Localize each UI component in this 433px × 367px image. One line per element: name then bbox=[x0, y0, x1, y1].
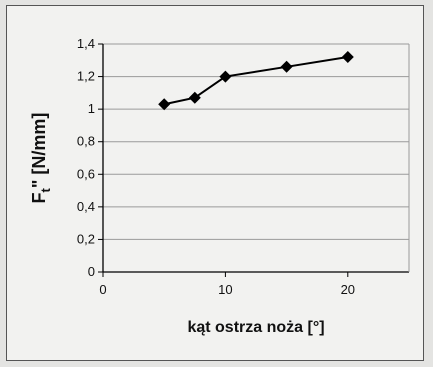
x-tick-label: 0 bbox=[99, 282, 106, 297]
y-tick-label: 1 bbox=[88, 101, 95, 116]
line-chart: 0 0,2 0,4 0,6 0,8 1 1,2 1,4 0 10 20 Ft" [N/mm] kąt… bbox=[29, 36, 410, 336]
y-axis-title-subscript: t bbox=[38, 187, 53, 192]
data-point-marker bbox=[188, 91, 201, 104]
y-tick-label: 1,2 bbox=[77, 69, 95, 84]
x-tick-label: 10 bbox=[218, 282, 232, 297]
y-tick-label: 0,4 bbox=[77, 199, 95, 214]
data-point-marker bbox=[280, 60, 293, 73]
series-plot bbox=[158, 51, 354, 111]
axes bbox=[98, 43, 410, 277]
chart-frame: 0 0,2 0,4 0,6 0,8 1 1,2 1,4 0 10 20 Ft" [N/mm] kąt… bbox=[6, 5, 424, 361]
y-tick-label: 0,6 bbox=[77, 166, 95, 181]
gridlines bbox=[103, 43, 409, 240]
y-tick-label: 0 bbox=[88, 264, 95, 279]
y-axis-title-main: F bbox=[29, 192, 49, 203]
data-point-marker bbox=[219, 70, 232, 83]
data-point-marker bbox=[158, 98, 171, 111]
tick-labels: 0 0,2 0,4 0,6 0,8 1 1,2 1,4 0 10 20 bbox=[77, 36, 355, 297]
y-tick-label: 0,2 bbox=[77, 231, 95, 246]
y-tick-label: 1,4 bbox=[77, 36, 95, 51]
y-axis-title-rest: " [N/mm] bbox=[29, 113, 49, 189]
x-axis-title: kąt ostrza noża [°] bbox=[187, 319, 324, 336]
y-tick-label: 0,8 bbox=[77, 134, 95, 149]
y-axis-title: Ft" [N/mm] bbox=[29, 113, 53, 204]
data-point-marker bbox=[341, 51, 354, 64]
x-tick-label: 20 bbox=[341, 282, 355, 297]
